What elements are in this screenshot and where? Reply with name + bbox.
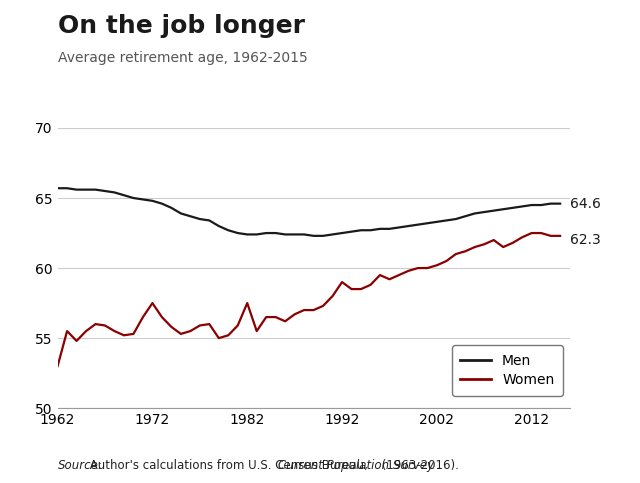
Text: On the job longer: On the job longer — [58, 14, 305, 39]
Text: 64.6: 64.6 — [570, 197, 600, 211]
Text: Author's calculations from U.S. Census Bureau,: Author's calculations from U.S. Census B… — [86, 459, 371, 472]
Text: Average retirement age, 1962-2015: Average retirement age, 1962-2015 — [58, 51, 307, 65]
Text: Current Population Survey: Current Population Survey — [278, 459, 434, 472]
Text: 62.3: 62.3 — [570, 233, 600, 247]
Text: Source:: Source: — [58, 459, 102, 472]
Legend: Men, Women: Men, Women — [452, 345, 563, 396]
Text: (1963-2016).: (1963-2016). — [378, 459, 459, 472]
